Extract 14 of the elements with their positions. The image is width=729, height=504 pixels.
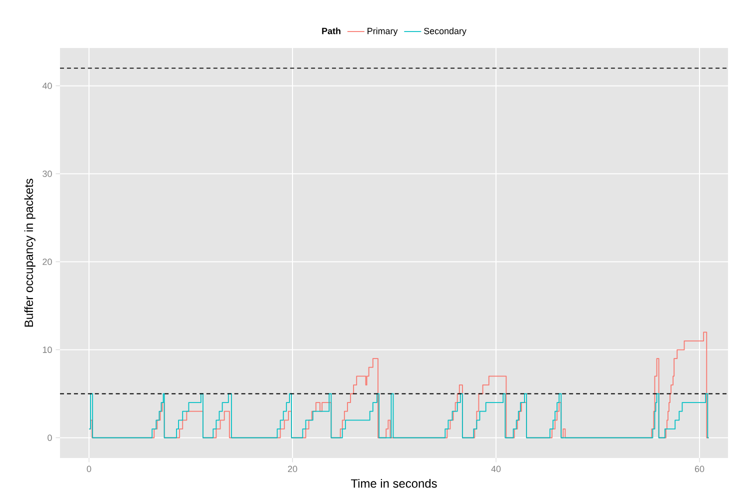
y-tick-label: 30 [42,170,52,177]
x-tick-label: 20 [288,466,298,472]
legend-label: Primary [368,28,398,36]
y-tick-label: 40 [42,82,52,89]
x-axis-title: Time in seconds [350,478,437,488]
y-axis-title: Buffer occupancy in packets [24,178,36,327]
y-tick-label: 20 [42,258,52,265]
x-tick-label: 60 [694,466,704,472]
legend-title: Path [322,28,340,34]
legend-label: Secondary [424,28,466,36]
y-tick-label: 10 [42,346,52,353]
x-tick-label: 40 [491,466,501,472]
y-tick-label: 0 [48,434,52,441]
x-tick-label: 0 [86,466,92,472]
